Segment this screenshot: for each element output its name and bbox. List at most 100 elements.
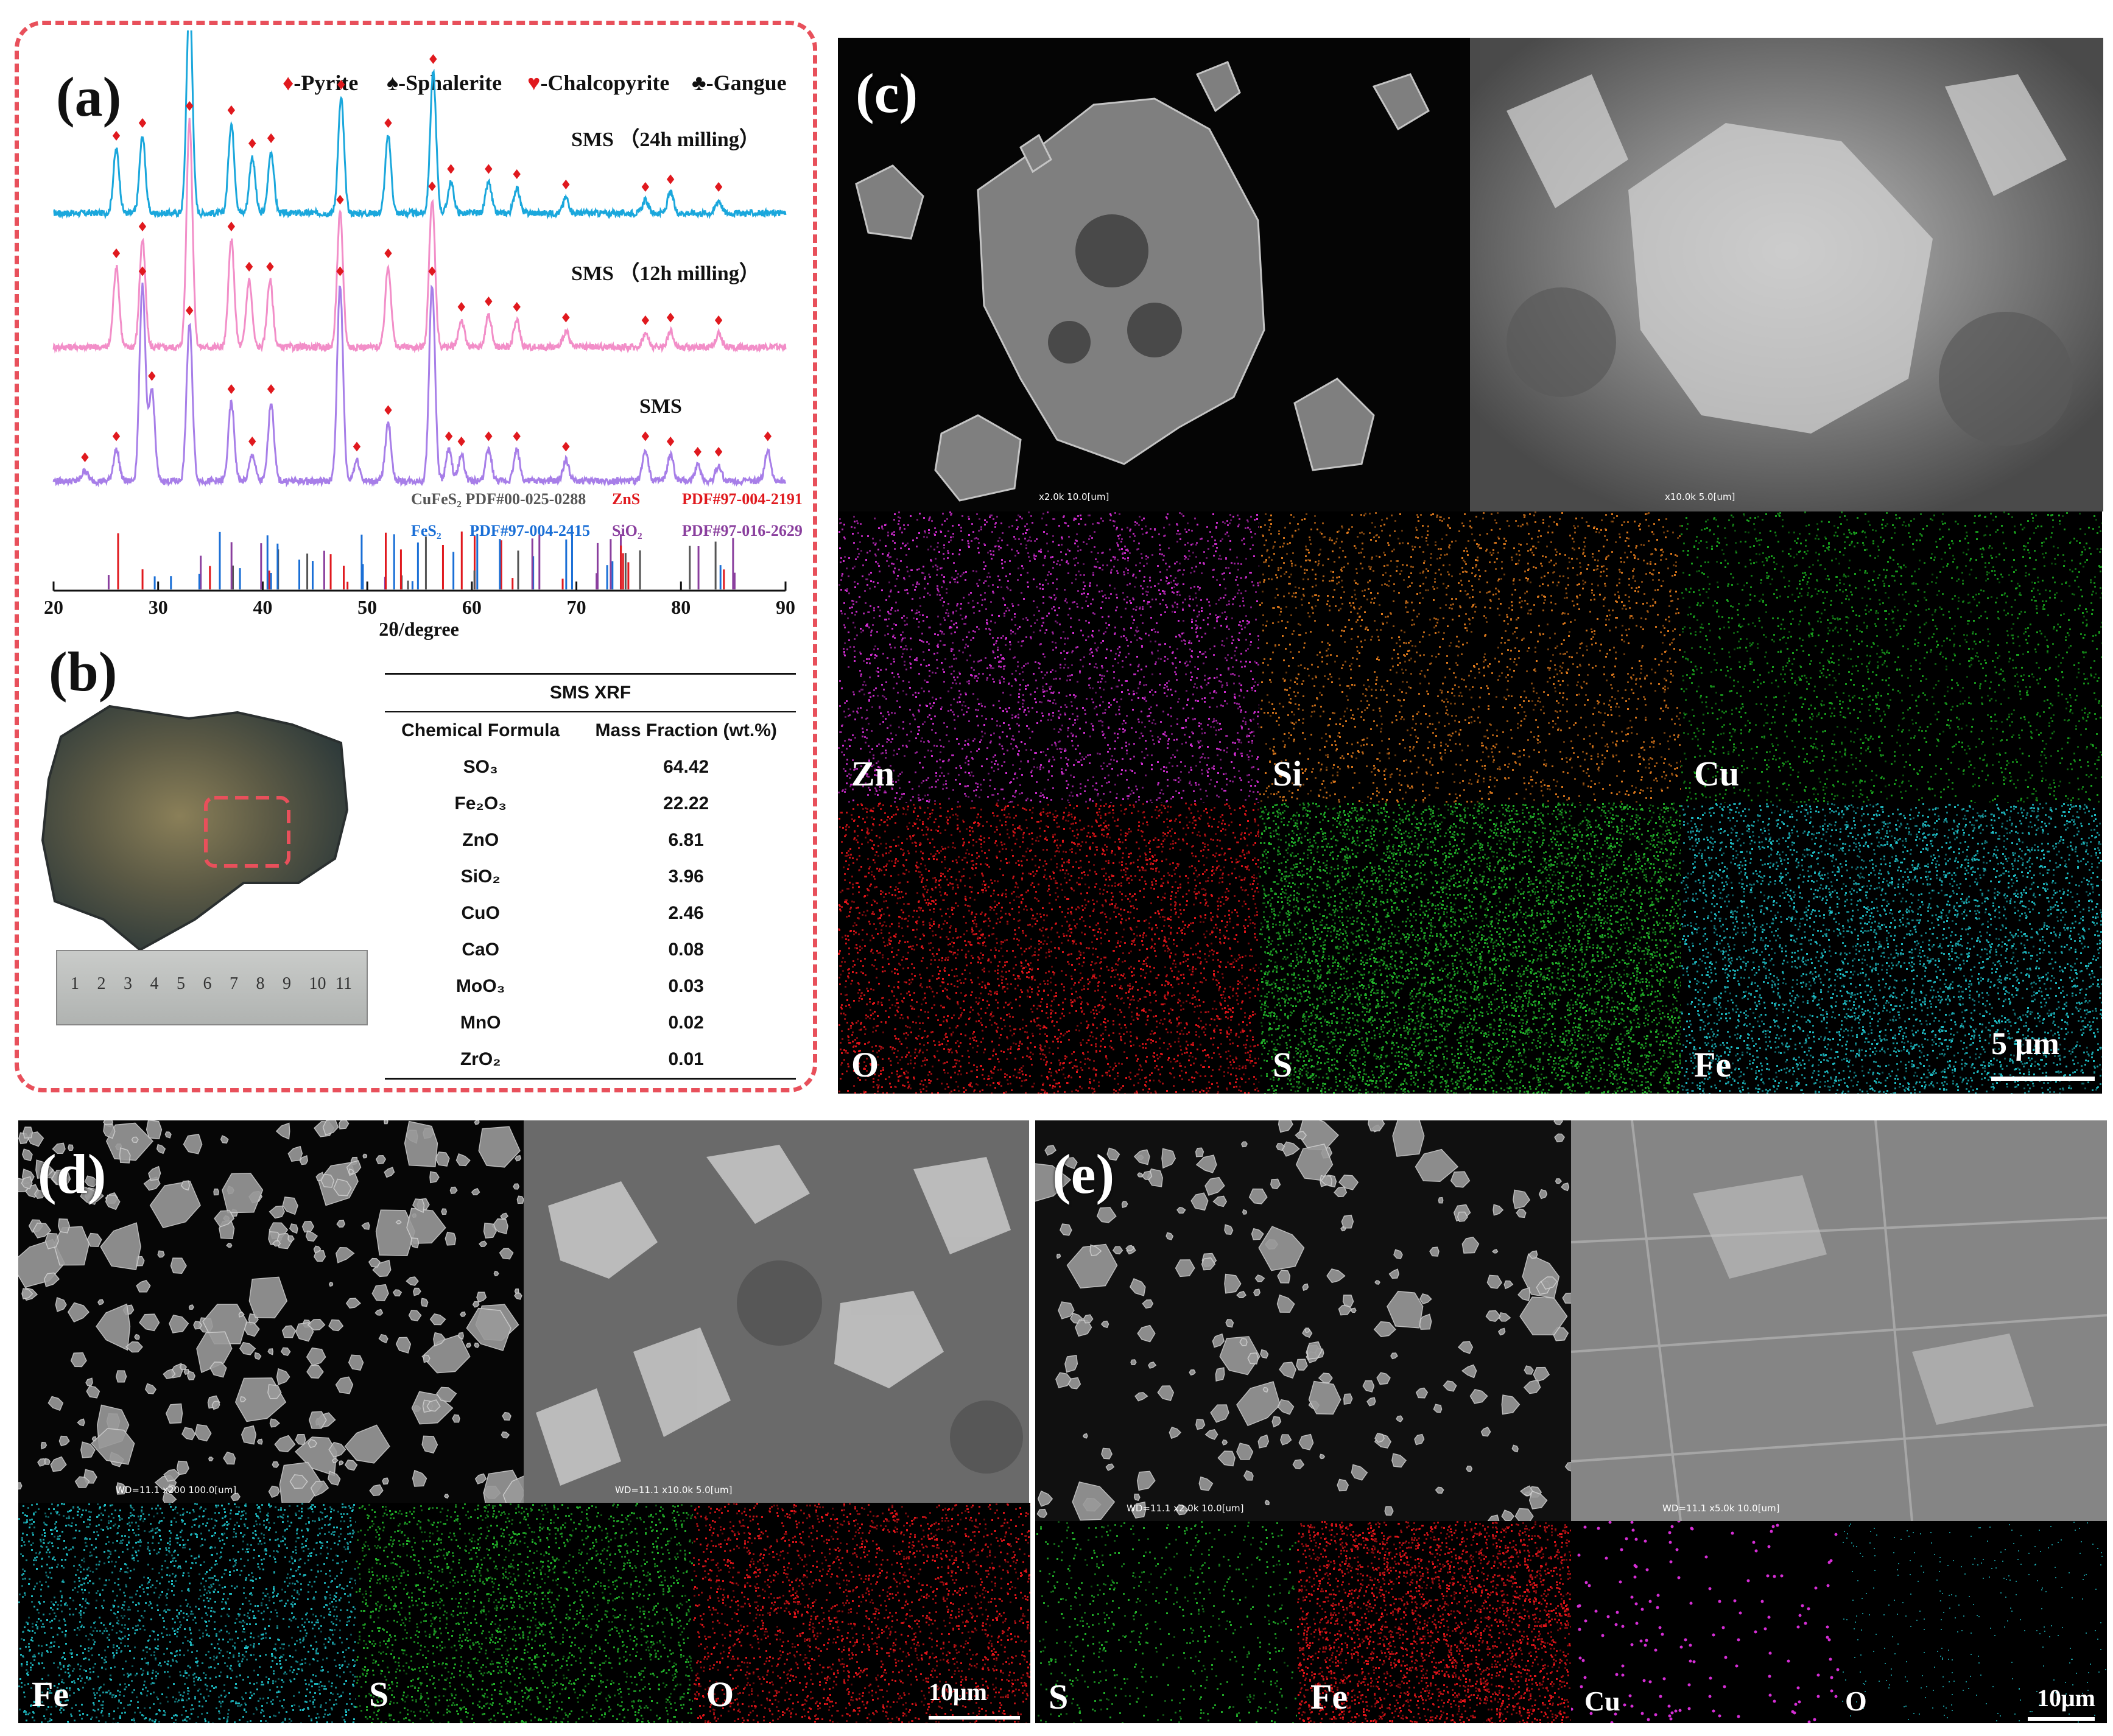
peak-marker: ♦ — [136, 116, 149, 132]
x-axis-label: 2θ/degree — [379, 618, 459, 640]
ref-sio2-pdf: PDF#97-016-2629 — [682, 522, 803, 539]
xrd-trace-0 — [53, 30, 787, 220]
xrf-row: Fe₂O₃ 22.22 — [385, 785, 796, 822]
peak-marker: ♦ — [136, 265, 149, 280]
ruler-number: 10 — [309, 974, 326, 994]
ref-fes2: FeS₂ PDF#97-004-2415 — [411, 522, 590, 539]
peak-marker: ♦ — [511, 300, 523, 315]
peak-marker: ♦ — [265, 132, 277, 147]
peak-marker: ♦ — [183, 99, 195, 114]
ore-sample-photo — [37, 700, 353, 956]
element-map-fe: Fe — [1297, 1521, 1571, 1723]
peak-marker: ♦ — [243, 260, 255, 275]
peak-marker: ♦ — [351, 440, 363, 455]
sample-label-sms: SMS — [639, 395, 682, 418]
panel-ab-frame — [15, 21, 817, 1092]
ruler-number: 5 — [177, 974, 185, 994]
legend-gangue: -Gangue — [706, 71, 787, 95]
mass-fraction: 0.03 — [576, 968, 796, 1005]
map-label: Si — [1273, 753, 1302, 794]
peak-marker: ♦ — [664, 435, 677, 450]
x-tick-label: 50 — [357, 596, 377, 618]
xrd-trace-1 — [52, 118, 787, 354]
chemical-formula: Fe₂O₃ — [385, 785, 576, 822]
peak-marker: ♦ — [334, 193, 346, 208]
svg-text:♦-Pyrite: ♦-Pyrite — [283, 71, 358, 95]
x-tick-label: 40 — [253, 596, 272, 618]
map-label: O — [851, 1044, 879, 1085]
chemical-formula: CuO — [385, 895, 576, 932]
legend-sphalerite: -Sphalerite — [398, 71, 502, 95]
mass-fraction: 2.46 — [576, 895, 796, 932]
chemical-formula: SO₃ — [385, 749, 576, 785]
peak-marker: ♦ — [511, 429, 523, 445]
xrf-title: SMS XRF — [385, 675, 796, 711]
panel-a-letter: (a) — [56, 66, 121, 128]
sem-caption-e1: WD=11.1 x2.0k 10.0[um] — [1127, 1503, 1244, 1514]
peak-marker: ♦ — [482, 163, 494, 178]
element-map-s: S — [1259, 803, 1681, 1094]
xrd-chart: (a) ♦-Pyrite ♠-Sphalerite ♥-Chalcopyrite… — [44, 30, 803, 640]
peak-marker: ♦ — [455, 435, 468, 450]
peak-marker: ♦ — [335, 78, 347, 93]
peak-marker: ♦ — [146, 370, 158, 385]
element-map-si: Si — [1259, 511, 1681, 803]
ruler-number: 8 — [256, 974, 265, 994]
xrf-row: SiO₂ 3.96 — [385, 859, 796, 895]
panel-b-letter: (b) — [49, 639, 117, 704]
peak-marker: ♦ — [482, 295, 494, 310]
peak-marker: ♦ — [79, 451, 91, 466]
chemical-formula: CaO — [385, 932, 576, 968]
sample-label-12h: SMS （12h milling） — [571, 261, 760, 285]
peak-marker: ♦ — [639, 180, 652, 195]
peak-marker: ♦ — [265, 382, 277, 398]
map-label: Zn — [851, 753, 895, 794]
xrf-row: ZnO 6.81 — [385, 822, 796, 859]
peak-marker: ♦ — [639, 429, 652, 445]
x-tick-label: 90 — [776, 596, 795, 618]
x-tick-label: 80 — [671, 596, 691, 618]
peak-marker: ♦ — [664, 311, 677, 326]
ruler-number: 11 — [336, 974, 352, 994]
peak-marker: ♦ — [455, 300, 468, 315]
peak-marker: ♦ — [426, 180, 438, 195]
panel-c-letter: (c) — [856, 61, 918, 125]
peak-marker: ♦ — [427, 52, 439, 68]
mass-fraction: 64.42 — [576, 749, 796, 785]
map-label: Fe — [32, 1674, 69, 1715]
peak-marker: ♦ — [762, 429, 774, 445]
sem-caption-d2: WD=11.1 x10.0k 5.0[um] — [615, 1485, 733, 1495]
xrf-table: SMS XRF Chemical Formula Mass Fraction (w… — [385, 673, 796, 1080]
peak-marker: ♦ — [110, 247, 122, 262]
map-label: S — [1273, 1044, 1292, 1085]
peak-marker: ♦ — [382, 247, 395, 262]
panel-d-letter: (d) — [38, 1142, 106, 1206]
ruler-number: 2 — [97, 974, 106, 994]
xrf-row: CaO 0.08 — [385, 932, 796, 968]
ruler-number: 1 — [71, 974, 79, 994]
map-label: O — [706, 1674, 734, 1715]
mass-fraction: 0.02 — [576, 1005, 796, 1041]
xrd-trace-2 — [52, 283, 787, 488]
peak-marker: ♦ — [110, 429, 122, 445]
ref-cufes2: CuFeS₂ PDF#00-025-0288 — [411, 490, 586, 508]
ruler-number: 3 — [124, 974, 132, 994]
element-map-cu: Cu — [1681, 511, 2102, 803]
ref-sio2: SiO₂ — [612, 522, 642, 539]
chemical-formula: MoO₃ — [385, 968, 576, 1005]
peak-marker: ♦ — [426, 265, 438, 280]
peak-marker: ♦ — [382, 116, 395, 132]
ref-zns-pdf: PDF#97-004-2191 — [682, 490, 803, 508]
map-label: Fe — [1310, 1676, 1348, 1717]
peak-marker: ♦ — [225, 104, 237, 119]
x-tick-label: 60 — [462, 596, 482, 618]
reference-bars — [107, 531, 736, 589]
scale-bar-d-label: 10μm — [929, 1678, 987, 1706]
sem-image-e-high: WD=11.1 x5.0k 10.0[um] — [1571, 1120, 2107, 1521]
peak-marker: ♦ — [482, 429, 494, 445]
xrf-row: ZrO₂ 0.01 — [385, 1041, 796, 1078]
sem-caption-d1: WD=11.1 x200 100.0[um] — [116, 1485, 236, 1495]
xrd-legend: ♦-Pyrite ♠-Sphalerite ♥-Chalcopyrite ♣-G… — [283, 71, 787, 95]
peak-marker: ♦ — [246, 137, 258, 152]
ruler-number: 4 — [150, 974, 159, 994]
